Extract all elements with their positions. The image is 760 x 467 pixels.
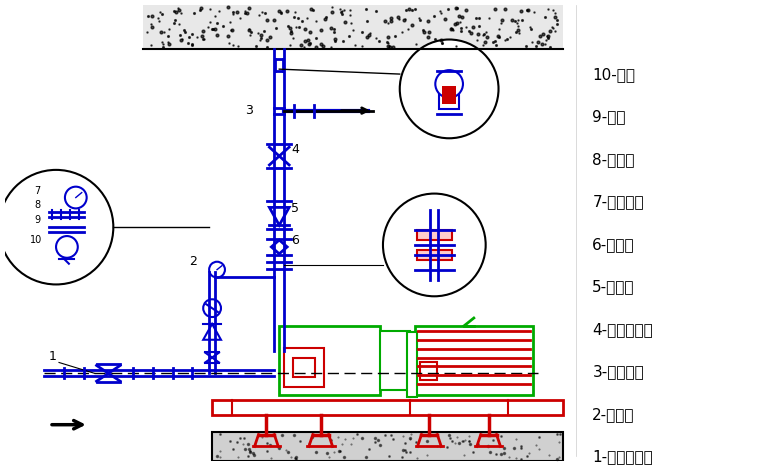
Bar xyxy=(416,250,452,260)
Bar xyxy=(279,326,380,395)
Bar xyxy=(439,77,459,109)
Text: 9-钓管: 9-钓管 xyxy=(592,110,625,125)
Text: 2-压力表: 2-压力表 xyxy=(592,407,635,422)
Text: 4: 4 xyxy=(291,143,299,156)
Bar xyxy=(293,358,315,377)
Text: 3: 3 xyxy=(245,104,252,117)
Text: 5-止回鄀: 5-止回鄀 xyxy=(592,280,635,295)
Text: 1-蝶阀或闸阀: 1-蝶阀或闸阀 xyxy=(592,449,653,464)
Bar xyxy=(143,5,562,50)
Bar xyxy=(407,332,416,397)
Text: 6: 6 xyxy=(291,234,299,247)
Text: 10: 10 xyxy=(30,235,43,245)
Text: 6-软接头: 6-软接头 xyxy=(592,237,635,252)
Bar xyxy=(284,347,324,387)
Circle shape xyxy=(56,236,78,258)
Text: 2: 2 xyxy=(189,255,198,268)
Circle shape xyxy=(0,170,113,284)
Text: 8-旋塞鄀: 8-旋塞鄀 xyxy=(592,152,635,167)
Text: 5: 5 xyxy=(291,202,299,215)
Bar xyxy=(380,331,410,390)
Circle shape xyxy=(400,40,499,138)
Circle shape xyxy=(435,70,463,98)
Circle shape xyxy=(203,299,221,317)
Bar xyxy=(416,230,452,240)
Bar xyxy=(212,400,562,415)
Bar xyxy=(414,326,533,395)
Text: 1: 1 xyxy=(49,351,57,363)
Bar xyxy=(420,362,437,380)
Text: 4-蝶阀或闸阀: 4-蝶阀或闸阀 xyxy=(592,322,653,337)
Text: 10-接头: 10-接头 xyxy=(592,67,635,82)
Text: 7-压力表盘: 7-压力表盘 xyxy=(592,195,644,210)
Bar xyxy=(212,432,562,461)
Text: 8: 8 xyxy=(34,200,40,211)
Text: 7: 7 xyxy=(34,185,40,196)
Circle shape xyxy=(209,262,225,277)
Bar xyxy=(442,86,456,104)
Circle shape xyxy=(383,194,486,296)
Text: 9: 9 xyxy=(34,215,40,225)
Circle shape xyxy=(65,187,87,208)
Text: 3-弹性吸架: 3-弹性吸架 xyxy=(592,364,644,380)
